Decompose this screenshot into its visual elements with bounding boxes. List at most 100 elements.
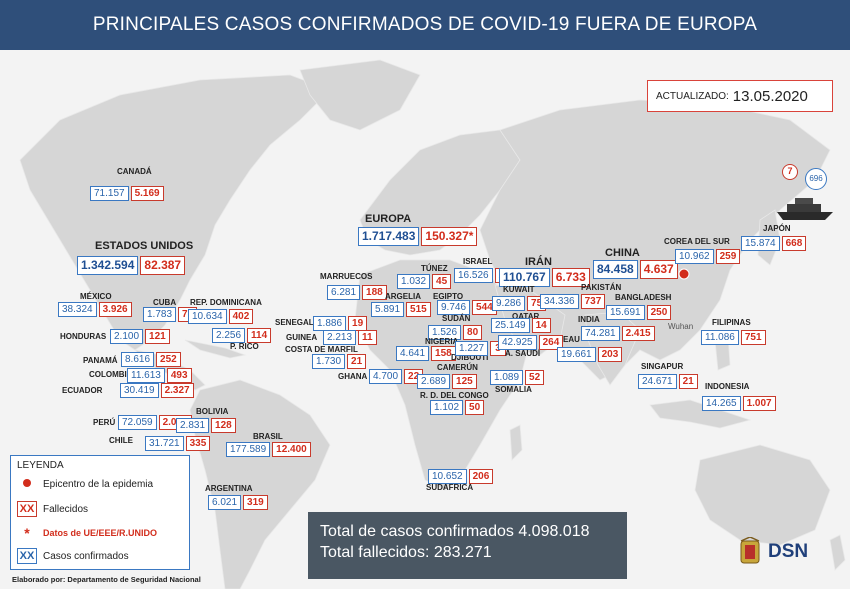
country-label-canada: CANADÁ <box>117 167 152 176</box>
cases-value: 1.783 <box>143 307 177 322</box>
country-box-corea-del-sur: 10.962 259 <box>675 249 741 264</box>
cases-value: 11.086 <box>701 330 739 345</box>
country-box-tunez: 1.032 45 <box>397 274 452 289</box>
country-label-sudan: SUDÁN <box>442 314 471 323</box>
country-box-pakistan: 34.336 737 <box>540 294 606 309</box>
country-box-sudan: 1.526 80 <box>428 325 483 340</box>
legend-epicenter-row: Epicentro de la epidemia <box>17 478 153 491</box>
country-box-guinea: 2.213 11 <box>323 330 377 345</box>
cases-value: 9.746 <box>437 300 471 315</box>
country-box-a-saudi: 42.925 264 <box>498 335 564 350</box>
legend-eu-label: Datos de UE/EEE/R.UNIDO <box>43 528 158 538</box>
cases-value: 15.874 <box>741 236 780 251</box>
ship-deaths-badge: 7 <box>782 164 798 180</box>
cases-value: 24.671 <box>638 374 677 389</box>
country-label-marruecos: MARRUECOS <box>320 272 373 281</box>
caribbean-shape <box>184 339 247 359</box>
australia-shape <box>694 444 831 546</box>
deaths-value: 2.327 <box>160 383 194 398</box>
country-box-argelia: 5.891 515 <box>371 302 431 317</box>
cases-value: 38.324 <box>58 302 97 317</box>
deaths-value: 188 <box>362 285 387 300</box>
cases-value: 71.157 <box>90 186 129 201</box>
cases-value: 42.925 <box>498 335 537 350</box>
deaths-value: 6.733 <box>551 268 590 287</box>
cases-value: 10.652 <box>428 469 467 484</box>
legend-cases-row: XX Casos confirmados <box>17 548 129 564</box>
country-box-india: 74.281 2.415 <box>581 326 655 341</box>
brand-text: DSN <box>768 541 809 562</box>
country-label-senegal: SENEGAL <box>275 318 314 327</box>
cases-value: 1.089 <box>490 370 524 385</box>
dsn-logo: DSN <box>737 537 808 567</box>
country-label-argelia: ARGELIA <box>385 292 421 301</box>
total-deaths: Total fallecidos: 283.271 <box>320 544 492 561</box>
footer-credit: Elaborado por: Departamento de Seguridad… <box>12 575 201 584</box>
updated-date: 13.05.2020 <box>732 87 808 105</box>
country-box-senegal: 1.886 19 <box>313 316 368 331</box>
country-box-costa-de-marfil: 1.730 21 <box>312 354 367 369</box>
country-box-china: 84.458 4.637 <box>593 260 678 279</box>
deaths-value: 252 <box>156 352 181 367</box>
country-label-bangladesh: BANGLADESH <box>615 293 672 302</box>
country-label-guinea: GUINEA <box>286 333 318 342</box>
cases-value: 74.281 <box>581 326 620 341</box>
country-label-pakistan: PAKISTÁN <box>581 283 622 292</box>
country-label-honduras: HONDURAS <box>60 332 107 341</box>
cases-value: 25.149 <box>491 318 530 333</box>
deaths-value: 264 <box>538 335 564 350</box>
country-label-tunez: TÚNEZ <box>421 264 448 273</box>
country-box-bolivia: 2.831 128 <box>176 418 236 433</box>
deaths-value: 515 <box>406 302 431 317</box>
deaths-value: 12.400 <box>272 442 311 457</box>
epicenter-label: Wuhan <box>668 322 694 331</box>
cases-value: 1.102 <box>430 400 464 415</box>
legend-deaths-label: Fallecidos <box>43 503 89 515</box>
country-box-marruecos: 6.281 188 <box>327 285 387 300</box>
legend-title: LEYENDA <box>17 460 64 471</box>
cruise-ship-icon <box>777 198 833 220</box>
country-box-ghana: 4.700 22 <box>369 369 424 384</box>
deaths-value: 335 <box>185 436 211 451</box>
country-box-indonesia: 14.265 1.007 <box>702 396 776 411</box>
cases-value: 10.634 <box>188 309 227 324</box>
cases-value: 11.613 <box>127 368 165 383</box>
legend-deaths-row: XX Fallecidos <box>17 501 88 517</box>
legend-cases-label: Casos confirmados <box>43 550 129 562</box>
deaths-value: 402 <box>228 309 254 324</box>
country-label-eau: EAU <box>563 335 580 344</box>
cases-value: 110.767 <box>499 268 550 287</box>
cases-value: 1.717.483 <box>358 227 420 246</box>
country-box-mexico: 38.324 3.926 <box>58 302 132 317</box>
deaths-value: 2.415 <box>621 326 655 341</box>
deaths-value: 668 <box>781 236 807 251</box>
country-box-japon: 15.874 668 <box>741 236 807 251</box>
cases-value: 2.256 <box>212 328 246 343</box>
country-box-filipinas: 11.086 751 <box>701 330 766 345</box>
country-label-iran: IRÁN <box>525 256 552 268</box>
totals-panel: Total de casos confirmados 4.098.018 Tot… <box>308 512 627 579</box>
country-label-ecuador: ECUADOR <box>62 386 103 395</box>
country-box-sudafrica: 10.652 206 <box>428 469 494 484</box>
country-box-ecuador: 30.419 2.327 <box>120 383 194 398</box>
deaths-value: 21 <box>347 354 367 369</box>
country-box-r-d-del-congo: 1.102 50 <box>430 400 485 415</box>
cases-value: 9.286 <box>492 296 526 311</box>
country-label-europa: EUROPA <box>365 213 412 225</box>
country-box-europa: 1.717.483 150.327* <box>358 227 478 246</box>
legend-eu-row: * Datos de UE/EEE/R.UNIDO <box>17 525 157 541</box>
indonesia-shape <box>649 399 752 429</box>
asia-shape <box>479 99 831 381</box>
cases-value: 1.342.594 <box>77 256 139 275</box>
country-label-indonesia: INDONESIA <box>705 382 750 391</box>
country-box-panama: 8.616 252 <box>121 352 181 367</box>
total-cases: Total de casos confirmados 4.098.018 <box>320 523 590 540</box>
country-box-eau: 19.661 203 <box>557 347 623 362</box>
cases-value: 6.021 <box>208 495 242 510</box>
country-label-israel: ISRAEL <box>463 257 493 266</box>
country-box-honduras: 2.100 121 <box>110 329 170 344</box>
country-label-estados-unidos: ESTADOS UNIDOS <box>95 240 194 252</box>
country-label-djibouti: DJIBOUTI <box>451 353 489 362</box>
cases-value: 30.419 <box>120 383 159 398</box>
cases-value: 4.641 <box>396 346 430 361</box>
